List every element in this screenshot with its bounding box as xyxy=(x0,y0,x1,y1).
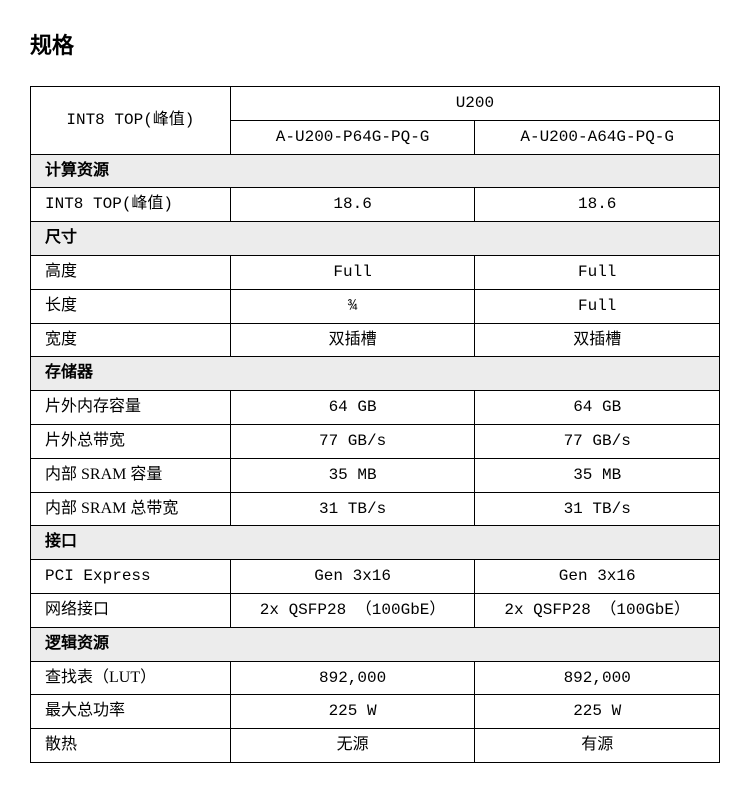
table-row: 网络接口 2x QSFP28 （100GbE） 2x QSFP28 （100Gb… xyxy=(31,593,720,627)
row-value-1: 77 GB/s xyxy=(230,424,475,458)
row-value-2: 892,000 xyxy=(475,661,720,695)
row-value-1: 225 W xyxy=(230,695,475,729)
row-label: 长度 xyxy=(31,289,231,323)
table-row: 内部 SRAM 容量 35 MB 35 MB xyxy=(31,458,720,492)
section-logic: 逻辑资源 xyxy=(31,627,720,661)
row-value-2: Gen 3x16 xyxy=(475,560,720,594)
header-sku-2: A-U200-A64G-PQ-G xyxy=(475,120,720,154)
row-value-2: 31 TB/s xyxy=(475,492,720,526)
row-value-2: 双插槽 xyxy=(475,323,720,357)
table-row: 内部 SRAM 总带宽 31 TB/s 31 TB/s xyxy=(31,492,720,526)
table-row: 查找表（LUT） 892,000 892,000 xyxy=(31,661,720,695)
spec-table: INT8 TOP(峰值) U200 A-U200-P64G-PQ-G A-U20… xyxy=(30,86,720,763)
table-row: 片外内存容量 64 GB 64 GB xyxy=(31,391,720,425)
row-value-2: 225 W xyxy=(475,695,720,729)
row-value-2: Full xyxy=(475,255,720,289)
header-sku-1: A-U200-P64G-PQ-G xyxy=(230,120,475,154)
row-value-2: 2x QSFP28 （100GbE） xyxy=(475,593,720,627)
table-row: INT8 TOP(峰值) 18.6 18.6 xyxy=(31,188,720,222)
row-label: 片外内存容量 xyxy=(31,391,231,425)
row-value-2: 77 GB/s xyxy=(475,424,720,458)
row-label: 高度 xyxy=(31,255,231,289)
row-value-2: 35 MB xyxy=(475,458,720,492)
row-label: 网络接口 xyxy=(31,593,231,627)
row-value-2: Full xyxy=(475,289,720,323)
section-compute: 计算资源 xyxy=(31,154,720,188)
row-label: 查找表（LUT） xyxy=(31,661,231,695)
header-rowlabel: INT8 TOP(峰值) xyxy=(31,87,231,155)
row-label: INT8 TOP(峰值) xyxy=(31,188,231,222)
row-value-1: 2x QSFP28 （100GbE） xyxy=(230,593,475,627)
row-value-1: 31 TB/s xyxy=(230,492,475,526)
row-label: PCI Express xyxy=(31,560,231,594)
row-value-2: 有源 xyxy=(475,729,720,763)
table-row: PCI Express Gen 3x16 Gen 3x16 xyxy=(31,560,720,594)
header-product: U200 xyxy=(230,87,719,121)
row-value-1: 无源 xyxy=(230,729,475,763)
section-size: 尺寸 xyxy=(31,222,720,256)
row-label: 散热 xyxy=(31,729,231,763)
row-label: 片外总带宽 xyxy=(31,424,231,458)
row-value-1: 35 MB xyxy=(230,458,475,492)
row-label: 宽度 xyxy=(31,323,231,357)
table-row: 宽度 双插槽 双插槽 xyxy=(31,323,720,357)
row-value-2: 18.6 xyxy=(475,188,720,222)
row-label: 最大总功率 xyxy=(31,695,231,729)
table-row: 高度 Full Full xyxy=(31,255,720,289)
row-value-1: 64 GB xyxy=(230,391,475,425)
row-value-2: 64 GB xyxy=(475,391,720,425)
header-row-1: INT8 TOP(峰值) U200 xyxy=(31,87,720,121)
row-value-1: Full xyxy=(230,255,475,289)
table-row: 最大总功率 225 W 225 W xyxy=(31,695,720,729)
section-memory: 存储器 xyxy=(31,357,720,391)
row-label: 内部 SRAM 容量 xyxy=(31,458,231,492)
table-row: 散热 无源 有源 xyxy=(31,729,720,763)
row-value-1: ¾ xyxy=(230,289,475,323)
row-value-1: Gen 3x16 xyxy=(230,560,475,594)
table-row: 长度 ¾ Full xyxy=(31,289,720,323)
row-label: 内部 SRAM 总带宽 xyxy=(31,492,231,526)
row-value-1: 892,000 xyxy=(230,661,475,695)
row-value-1: 双插槽 xyxy=(230,323,475,357)
page-title: 规格 xyxy=(30,28,720,60)
row-value-1: 18.6 xyxy=(230,188,475,222)
table-row: 片外总带宽 77 GB/s 77 GB/s xyxy=(31,424,720,458)
section-io: 接口 xyxy=(31,526,720,560)
